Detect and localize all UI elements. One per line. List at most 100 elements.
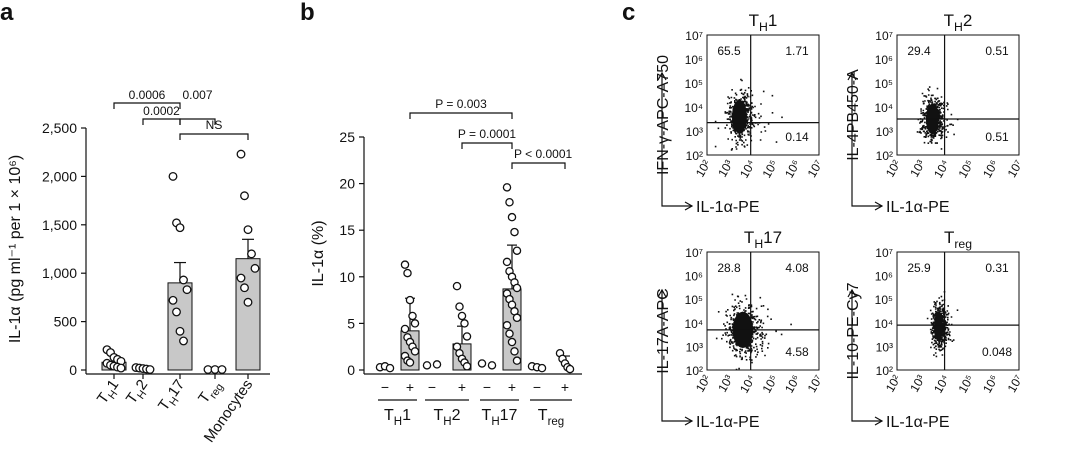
y-tick-label: 2,500 — [42, 120, 77, 136]
y-axis-label: IL-1α (pg ml⁻¹ per 1 × 10⁶) — [7, 155, 24, 343]
condition-label: + — [406, 379, 414, 395]
data-point — [505, 329, 514, 338]
significance-bracket — [113, 102, 181, 109]
event-dots — [715, 293, 792, 371]
y-tick-label: 10⁶ — [875, 270, 893, 284]
group-label: TH1 — [384, 407, 411, 428]
data-point — [247, 249, 256, 259]
panel-a-bar-chart: 0 500 1,000 1,500 2,000 2,500 IL-1α (pg ml⁻¹ p… — [7, 88, 270, 446]
data-point — [512, 356, 522, 365]
quadrant-top-right: 0.51 — [985, 44, 1009, 58]
data-point — [405, 358, 415, 367]
x-tick-label: 10⁴ — [737, 158, 758, 181]
y-tick-label: 2,000 — [42, 168, 77, 184]
condition-label: − — [428, 379, 436, 395]
data-point — [462, 332, 472, 341]
plot-frame — [896, 251, 1020, 371]
data-point — [502, 183, 512, 192]
plot-title: Treg — [944, 228, 972, 251]
significance-label: P = 0.003 — [435, 97, 487, 111]
data-point — [462, 362, 472, 371]
quadrant-top-left: 29.4 — [907, 44, 931, 58]
axis-arrow-lines — [851, 73, 882, 207]
y-tick-label: 10² — [686, 149, 703, 163]
data-point — [565, 364, 575, 374]
x-axis-label: IL-1α-PE — [696, 414, 760, 431]
significance-label: 0.0002 — [143, 104, 180, 118]
y-tick-label: 1,000 — [42, 265, 77, 281]
y-arrow-head — [657, 71, 667, 81]
y-tick-label: 0 — [69, 362, 77, 378]
condition-label: + — [458, 379, 466, 395]
x-tick-label: 10⁷ — [1005, 158, 1026, 180]
y-tick-label: 10 — [339, 269, 355, 285]
data-point — [385, 363, 395, 373]
panel-label-c: c — [622, 0, 635, 26]
x-category-label: Treg — [195, 377, 226, 409]
y-tick-label: 20 — [339, 176, 355, 192]
panel-label-b: b — [300, 0, 315, 26]
quadrant-top-right: 1.71 — [785, 44, 809, 58]
y-tick-label: 10⁵ — [875, 293, 893, 307]
data-point — [502, 257, 512, 267]
x-tick-label: 10⁷ — [805, 158, 826, 180]
plot-title: TH2 — [944, 11, 973, 34]
x-tick-label: 10³ — [907, 157, 928, 179]
data-point — [507, 337, 517, 347]
condition-label: − — [483, 379, 491, 395]
data-point — [510, 347, 519, 356]
data-point — [502, 321, 512, 330]
y-tick-label: 10⁴ — [874, 101, 893, 115]
data-point — [410, 347, 420, 356]
data-point — [512, 313, 522, 323]
x-axis-label: IL-1α-PE — [886, 414, 950, 431]
x-arrow-head — [874, 201, 884, 211]
y-tick-label: 10⁴ — [684, 101, 703, 115]
quadrant-top-right: 4.08 — [785, 261, 809, 275]
x-tick-label: 10⁴ — [737, 373, 758, 396]
x-tick-label: 10⁵ — [760, 157, 781, 180]
group-label: Treg — [538, 407, 564, 428]
data-point — [145, 365, 155, 374]
data-point — [236, 149, 246, 159]
y-tick-label: 10⁴ — [874, 317, 893, 331]
data-point — [168, 171, 178, 181]
data-point — [487, 361, 497, 370]
y-tick-label: 10⁵ — [685, 293, 703, 307]
condition-label: + — [508, 379, 516, 395]
y-tick-label: 10³ — [876, 340, 893, 354]
significance-bracket — [461, 142, 513, 149]
y-tick-label: 10³ — [876, 125, 893, 139]
data-point — [179, 336, 188, 346]
y-tick-label: 10⁵ — [875, 77, 893, 91]
group-label: TH2 — [433, 407, 460, 428]
event-density-core — [731, 99, 748, 134]
quadrant-bottom-right: 0.14 — [785, 130, 809, 144]
significance-bracket — [179, 133, 249, 140]
y-tick-label: 10⁷ — [685, 246, 703, 260]
x-category-label: TH1 — [94, 377, 125, 410]
y-tick-label: 15 — [339, 222, 355, 238]
data-point — [405, 295, 415, 305]
data-point — [179, 275, 188, 285]
data-point — [510, 227, 519, 237]
data-point — [512, 283, 522, 293]
quadrant-top-left: 25.9 — [907, 261, 931, 275]
x-tick-label: 10⁵ — [760, 372, 781, 395]
y-tick-label: 10⁷ — [875, 29, 893, 43]
data-point — [240, 283, 249, 293]
data-point — [243, 297, 253, 307]
bar — [167, 282, 193, 371]
y-tick-label: 1,500 — [42, 217, 77, 233]
data-point — [172, 307, 181, 317]
data-point — [168, 295, 178, 305]
data-point — [400, 324, 410, 334]
event-dots — [714, 78, 783, 151]
significance-label: P = 0.0001 — [458, 127, 516, 141]
x-category-label: TH2 — [123, 377, 154, 410]
condition-label: + — [561, 379, 569, 395]
data-point — [250, 263, 260, 273]
quadrant-bottom-right: 4.58 — [785, 345, 809, 359]
